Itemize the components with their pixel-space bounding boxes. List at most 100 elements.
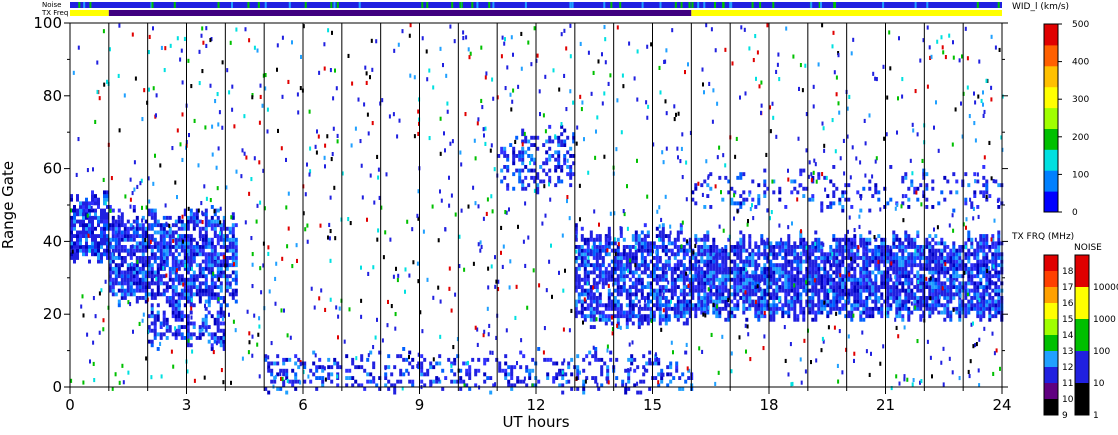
echo-pixel xyxy=(634,256,638,260)
echo-pixel xyxy=(192,215,196,220)
echo-pixel xyxy=(895,314,899,319)
echo-pixel xyxy=(504,376,508,380)
echo-pixel xyxy=(880,270,884,275)
echo-pixel xyxy=(841,277,845,282)
echo-pixel xyxy=(703,296,707,300)
echo-pixel xyxy=(138,277,142,282)
echo-pixel xyxy=(709,266,713,271)
echo-pixel xyxy=(820,259,824,264)
echo-pixel xyxy=(763,190,767,195)
scatter-pixel xyxy=(258,374,261,379)
echo-pixel xyxy=(658,237,662,242)
echo-pixel xyxy=(805,274,809,279)
echo-pixel xyxy=(943,292,947,297)
echo-pixel xyxy=(952,292,956,297)
echo-pixel xyxy=(399,379,403,384)
echo-pixel xyxy=(685,299,689,304)
echo-pixel xyxy=(688,248,692,253)
echo-pixel xyxy=(622,248,626,253)
echo-pixel xyxy=(174,288,178,293)
echo-pixel xyxy=(168,266,172,271)
echo-pixel xyxy=(967,256,971,260)
echo-pixel xyxy=(982,288,986,293)
echo-pixel xyxy=(120,245,124,249)
echo-pixel xyxy=(667,263,671,268)
echo-pixel xyxy=(916,245,920,249)
echo-pixel xyxy=(781,288,785,293)
echo-pixel xyxy=(592,237,596,242)
scatter-pixel xyxy=(458,264,461,269)
echo-pixel xyxy=(823,175,827,180)
echo-pixel xyxy=(925,281,929,286)
echo-pixel xyxy=(769,303,773,308)
echo-pixel xyxy=(79,245,82,249)
echo-pixel xyxy=(601,259,605,264)
echo-pixel xyxy=(100,208,103,213)
echo-pixel xyxy=(150,274,154,279)
scatter-pixel xyxy=(756,284,759,289)
echo-pixel xyxy=(736,270,740,275)
echo-pixel xyxy=(120,212,124,217)
echo-pixel xyxy=(363,368,367,373)
echo-pixel xyxy=(913,237,917,242)
echo-pixel xyxy=(580,263,584,268)
echo-pixel xyxy=(207,266,211,271)
echo-pixel xyxy=(135,256,139,260)
echo-pixel xyxy=(895,306,899,311)
echo-pixel xyxy=(231,270,235,275)
echo-pixel xyxy=(207,219,211,224)
echo-pixel xyxy=(548,168,552,173)
echo-pixel xyxy=(916,274,920,279)
echo-pixel xyxy=(276,387,280,391)
echo-pixel xyxy=(958,256,962,260)
echo-pixel xyxy=(871,259,875,264)
echo-pixel xyxy=(126,288,130,293)
echo-pixel xyxy=(760,314,764,319)
echo-pixel xyxy=(622,274,626,279)
echo-pixel xyxy=(557,139,561,144)
echo-pixel xyxy=(838,237,842,242)
echo-pixel xyxy=(943,303,947,308)
echo-pixel xyxy=(297,365,301,370)
scatter-pixel xyxy=(355,356,358,361)
echo-pixel xyxy=(763,183,767,188)
scatter-pixel xyxy=(148,34,151,39)
echo-pixel xyxy=(673,266,677,271)
echo-pixel xyxy=(928,266,932,271)
echo-pixel xyxy=(946,245,950,249)
echo-pixel xyxy=(796,317,800,322)
echo-pixel xyxy=(79,223,82,228)
echo-pixel xyxy=(504,354,508,359)
echo-pixel xyxy=(222,328,226,333)
echo-pixel xyxy=(685,321,689,326)
echo-pixel xyxy=(210,226,214,231)
scatter-pixel xyxy=(623,212,626,217)
echo-pixel xyxy=(736,248,740,253)
echo-pixel xyxy=(721,266,725,271)
echo-pixel xyxy=(168,296,172,300)
echo-pixel xyxy=(132,281,136,286)
echo-pixel xyxy=(871,285,875,289)
echo-pixel xyxy=(198,230,202,235)
echo-pixel xyxy=(213,248,217,253)
echo-pixel xyxy=(904,172,908,177)
echo-pixel xyxy=(817,241,821,246)
echo-pixel xyxy=(751,263,755,268)
echo-pixel xyxy=(997,274,1001,279)
scatter-pixel xyxy=(704,313,707,318)
echo-pixel xyxy=(594,379,598,384)
echo-pixel xyxy=(808,296,812,300)
echo-pixel xyxy=(132,208,136,213)
echo-pixel xyxy=(724,317,728,322)
echo-pixel xyxy=(724,259,728,264)
echo-pixel xyxy=(988,292,992,297)
echo-pixel xyxy=(880,256,884,260)
echo-pixel xyxy=(682,292,686,297)
echo-pixel xyxy=(883,237,887,242)
echo-pixel xyxy=(781,241,785,246)
echo-pixel xyxy=(913,252,917,257)
echo-pixel xyxy=(979,285,983,289)
echo-pixel xyxy=(928,303,932,308)
echo-pixel xyxy=(868,306,872,311)
echo-pixel xyxy=(557,135,561,140)
